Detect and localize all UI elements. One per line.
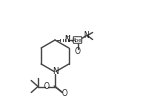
Text: N: N [52, 68, 58, 76]
Text: N: N [65, 36, 70, 44]
Text: O: O [44, 82, 49, 91]
Text: O: O [61, 89, 67, 98]
Text: O: O [75, 46, 80, 56]
Text: Abe: Abe [72, 38, 83, 42]
Text: N: N [84, 31, 89, 40]
FancyBboxPatch shape [73, 37, 82, 43]
Text: H: H [66, 35, 70, 40]
